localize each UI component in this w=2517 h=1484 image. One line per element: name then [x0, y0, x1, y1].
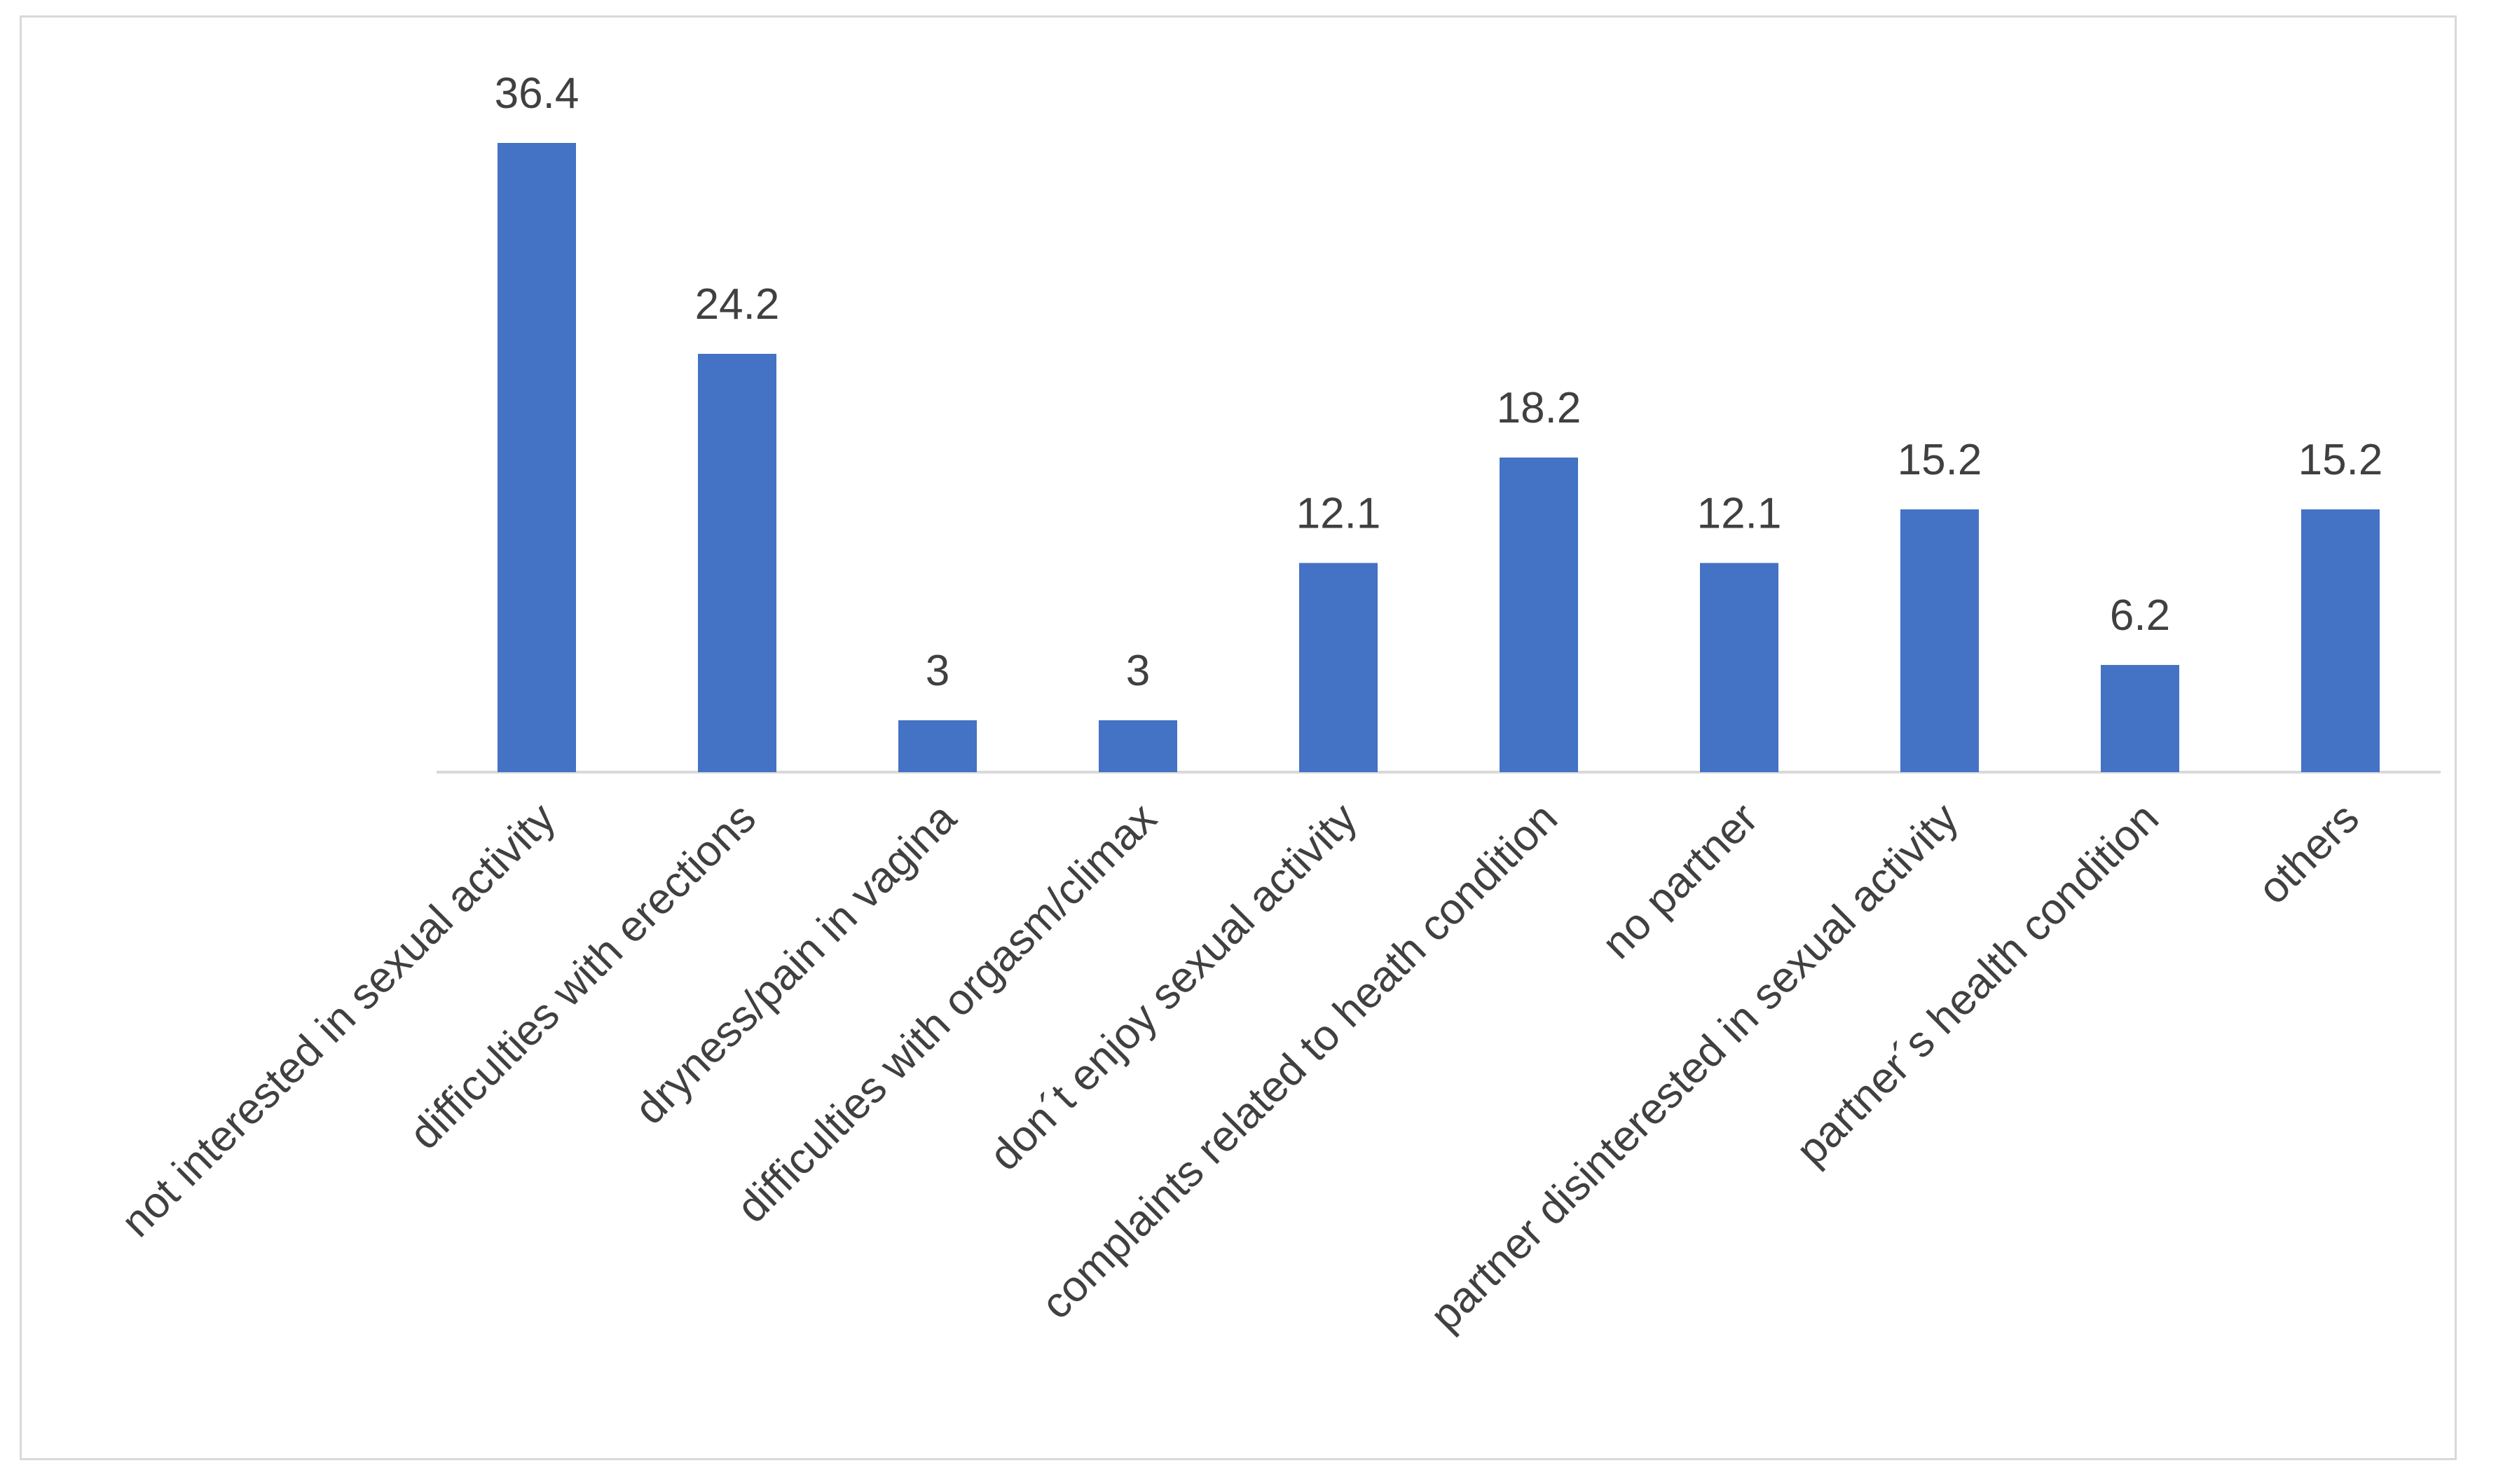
- data-label-8: 15.2: [1898, 436, 1982, 484]
- bar-3: [898, 720, 977, 772]
- category-label-3: dryness/pain in vagina: [626, 794, 966, 1134]
- category-label-9: partner´s health condition: [1787, 794, 2168, 1175]
- data-label-2: 24.2: [695, 280, 780, 329]
- category-tick-labels: not interested in sexual activitydifficu…: [112, 794, 2368, 1340]
- bar-6: [1500, 458, 1578, 772]
- bar-4: [1099, 720, 1177, 772]
- bar-chart: 36.4 24.2 3 3 12.1 18.2 12.1 15.2 6.2 15.2 not in…: [112, 69, 2441, 1340]
- bar-2: [698, 353, 776, 772]
- category-label-2: difficulties with erections: [400, 794, 765, 1159]
- bar-1: [498, 143, 576, 772]
- bar-5: [1299, 563, 1378, 772]
- category-label-10: others: [2249, 794, 2368, 914]
- bar-series: [498, 143, 2380, 772]
- category-label-1: not interested in sexual activity: [112, 794, 565, 1246]
- chart-area: 36.4 24.2 3 3 12.1 18.2 12.1 15.2 6.2 15.2 not in…: [20, 15, 2457, 1460]
- data-label-10: 15.2: [2298, 436, 2383, 484]
- data-labels: 36.4 24.2 3 3 12.1 18.2 12.1 15.2 6.2 15.2: [495, 69, 2383, 695]
- category-label-7: no partner: [1593, 794, 1767, 968]
- bar-9: [2101, 665, 2179, 772]
- data-label-7: 12.1: [1697, 489, 1782, 537]
- category-label-5: don´t enjoy sexual activity: [980, 794, 1366, 1180]
- data-label-5: 12.1: [1296, 489, 1381, 537]
- bar-7: [1700, 563, 1778, 772]
- data-label-9: 6.2: [2110, 591, 2170, 640]
- data-label-6: 18.2: [1497, 384, 1582, 432]
- category-label-4: difficulties with orgasm/climax: [727, 794, 1165, 1232]
- bar-8: [1900, 509, 1979, 772]
- bar-10: [2301, 509, 2380, 772]
- data-label-1: 36.4: [495, 69, 579, 118]
- data-label-4: 3: [1126, 647, 1150, 695]
- data-label-3: 3: [926, 647, 949, 695]
